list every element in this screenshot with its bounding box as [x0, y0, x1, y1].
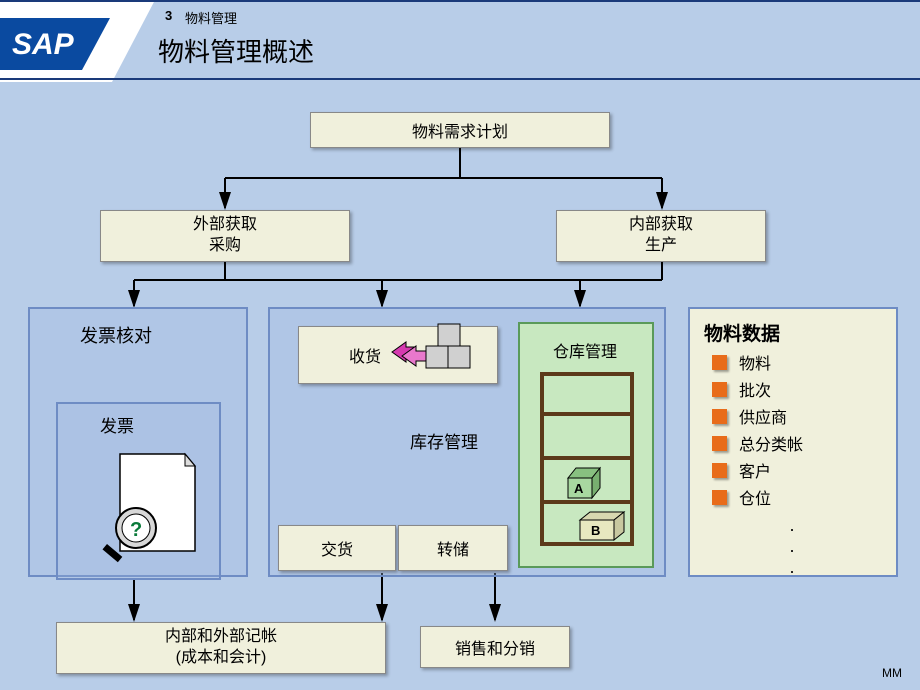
logo-text: SAP [12, 28, 75, 61]
masterdata-item-label: 客户 [739, 458, 771, 482]
node-ext-l1: 外部获取 [193, 215, 257, 236]
page-title: 物料管理概述 [158, 32, 314, 69]
node-delivery: 交货 [278, 525, 396, 571]
label-warehouse: 仓库管理 [553, 338, 617, 362]
masterdata-ellipsis: ... [704, 515, 882, 578]
masterdata-item: 客户 [712, 458, 882, 482]
node-sales: 销售和分销 [420, 626, 570, 668]
shelf-icon: A B [536, 368, 638, 558]
logo-block: SAP [0, 0, 155, 82]
bullet-icon [712, 490, 727, 505]
bullet-icon [712, 382, 727, 397]
masterdata-item: 供应商 [712, 404, 882, 428]
node-booking: 内部和外部记帐 (成本和会计) [56, 622, 386, 674]
node-internal: 内部获取 生产 [556, 210, 766, 262]
bullet-icon [712, 463, 727, 478]
node-delivery-label: 交货 [321, 536, 353, 560]
chapter-num: 3 [165, 8, 172, 23]
chapter-label: 物料管理 [185, 8, 237, 27]
masterdata-item-label: 批次 [739, 377, 771, 401]
node-external: 外部获取 采购 [100, 210, 350, 262]
header-rule [0, 78, 920, 80]
label-inventory: 库存管理 [410, 428, 478, 453]
bullet-icon [712, 355, 727, 370]
label-invoice-check: 发票核对 [80, 322, 152, 348]
receipt-icon [390, 318, 480, 378]
invoice-doc-icon: ? [100, 446, 210, 576]
node-mrp: 物料需求计划 [310, 112, 610, 148]
svg-text:B: B [591, 523, 600, 538]
masterdata-item-label: 供应商 [739, 404, 787, 428]
node-int-l2: 生产 [645, 236, 677, 257]
bullet-icon [712, 436, 727, 451]
node-sales-label: 销售和分销 [455, 635, 535, 659]
svg-text:?: ? [130, 519, 142, 541]
node-ext-l2: 采购 [209, 236, 241, 257]
node-int-l1: 内部获取 [629, 215, 693, 236]
node-booking-l1: 内部和外部记帐 [165, 627, 277, 648]
masterdata-title: 物料数据 [704, 319, 882, 346]
label-invoice: 发票 [100, 412, 134, 437]
bullet-icon [712, 409, 727, 424]
masterdata-item: 批次 [712, 377, 882, 401]
node-transfer-label: 转储 [437, 536, 469, 560]
masterdata-item-label: 总分类帐 [739, 431, 803, 455]
svg-text:A: A [574, 481, 584, 496]
node-booking-l2: (成本和会计) [176, 648, 267, 669]
masterdata-item: 仓位 [712, 485, 882, 509]
footer-code: MM [882, 666, 902, 680]
masterdata-item: 总分类帐 [712, 431, 882, 455]
masterdata-item-label: 仓位 [739, 485, 771, 509]
page-top-line [0, 0, 920, 2]
node-transfer: 转储 [398, 525, 508, 571]
node-receipt-label: 收货 [349, 343, 381, 367]
masterdata-item-label: 物料 [739, 350, 771, 374]
masterdata-item: 物料 [712, 350, 882, 374]
node-mrp-label: 物料需求计划 [412, 118, 508, 142]
panel-masterdata: 物料数据 物料批次供应商总分类帐客户仓位 ... [688, 307, 898, 577]
